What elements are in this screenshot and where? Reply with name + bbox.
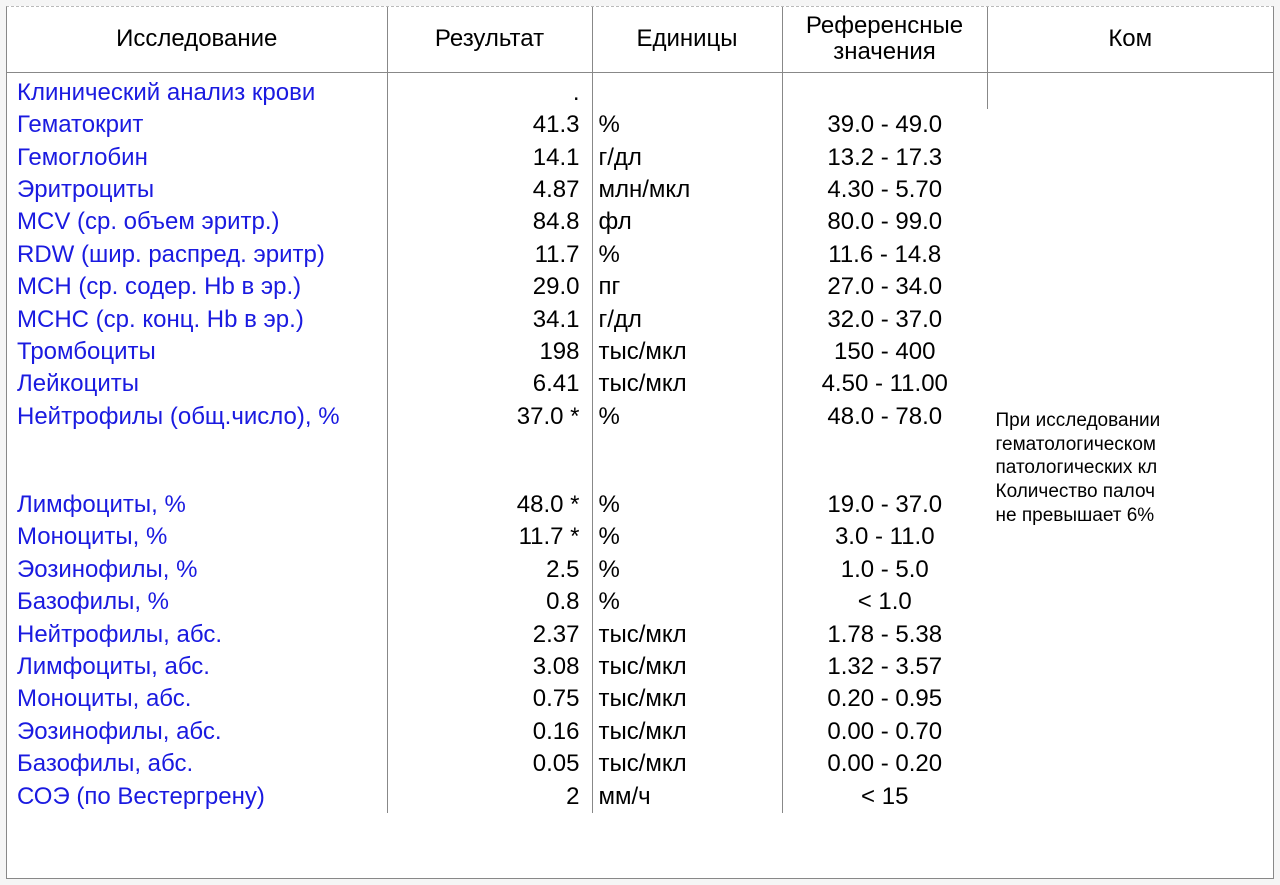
- test-name-cell: Моноциты, %: [7, 521, 387, 553]
- result-cell: 41.3: [387, 109, 592, 141]
- units-cell: мм/ч: [592, 781, 782, 813]
- reference-cell: 13.2 - 17.3: [782, 142, 987, 174]
- test-name-cell: Гематокрит: [7, 109, 387, 141]
- result-cell: 14.1: [387, 142, 592, 174]
- reference-cell: 150 - 400: [782, 336, 987, 368]
- result-cell: 198: [387, 336, 592, 368]
- result-cell: .: [387, 72, 592, 109]
- reference-cell: 19.0 - 37.0: [782, 489, 987, 521]
- table-header-row: Исследование Результат Единицы Референсн…: [7, 7, 1273, 72]
- test-name-cell: RDW (шир. распред. эритр): [7, 239, 387, 271]
- reference-cell: 0.00 - 0.20: [782, 748, 987, 780]
- units-cell: [592, 72, 782, 109]
- result-cell: 11.7 *: [387, 521, 592, 553]
- units-cell: г/дл: [592, 142, 782, 174]
- units-cell: фл: [592, 206, 782, 238]
- report-container: Исследование Результат Единицы Референсн…: [6, 6, 1274, 879]
- test-name-cell: МСНС (ср. конц. Hb в эр.): [7, 304, 387, 336]
- lab-results-table: Исследование Результат Единицы Референсн…: [7, 7, 1273, 813]
- header-result: Результат: [387, 7, 592, 72]
- result-cell: 37.0 *: [387, 401, 592, 433]
- units-cell: %: [592, 109, 782, 141]
- test-name-cell: MCH (ср. содер. Hb в эр.): [7, 271, 387, 303]
- test-name-cell: Нейтрофилы, абс.: [7, 619, 387, 651]
- comment-text: При исследовании гематологическом патоло…: [996, 77, 1264, 528]
- test-name-cell: Моноциты, абс.: [7, 683, 387, 715]
- reference-cell: [782, 72, 987, 109]
- reference-cell: 11.6 - 14.8: [782, 239, 987, 271]
- result-cell: 4.87: [387, 174, 592, 206]
- result-cell: 0.16: [387, 716, 592, 748]
- reference-cell: 4.50 - 11.00: [782, 368, 987, 400]
- reference-cell: 39.0 - 49.0: [782, 109, 987, 141]
- test-name-cell: Эозинофилы, абс.: [7, 716, 387, 748]
- table-body: Клинический анализ крови. При исследовани…: [7, 72, 1273, 813]
- test-name-cell: Клинический анализ крови: [7, 72, 387, 109]
- header-test: Исследование: [7, 7, 387, 72]
- result-cell: 34.1: [387, 304, 592, 336]
- header-reference: Референсные значения: [782, 7, 987, 72]
- result-cell: 48.0 *: [387, 489, 592, 521]
- units-cell: %: [592, 401, 782, 433]
- reference-cell: 32.0 - 37.0: [782, 304, 987, 336]
- result-cell: 29.0: [387, 271, 592, 303]
- units-cell: %: [592, 554, 782, 586]
- reference-cell: 27.0 - 34.0: [782, 271, 987, 303]
- units-cell: %: [592, 239, 782, 271]
- result-cell: 3.08: [387, 651, 592, 683]
- result-cell: 11.7: [387, 239, 592, 271]
- test-name-cell: СОЭ (по Вестергрену): [7, 781, 387, 813]
- units-cell: пг: [592, 271, 782, 303]
- units-cell: тыс/мкл: [592, 748, 782, 780]
- units-cell: млн/мкл: [592, 174, 782, 206]
- table-row: Клинический анализ крови.При исследовани…: [7, 72, 1273, 109]
- units-cell: тыс/мкл: [592, 651, 782, 683]
- result-cell: 0.75: [387, 683, 592, 715]
- test-name-cell: Эозинофилы, %: [7, 554, 387, 586]
- reference-cell: < 1.0: [782, 586, 987, 618]
- units-cell: тыс/мкл: [592, 683, 782, 715]
- test-name-cell: MCV (ср. объем эритр.): [7, 206, 387, 238]
- reference-cell: 1.0 - 5.0: [782, 554, 987, 586]
- test-name-cell: Базофилы, абс.: [7, 748, 387, 780]
- reference-cell: 0.20 - 0.95: [782, 683, 987, 715]
- result-cell: 2.37: [387, 619, 592, 651]
- reference-cell: < 15: [782, 781, 987, 813]
- units-cell: тыс/мкл: [592, 619, 782, 651]
- comment-cell: При исследовании гематологическом патоло…: [987, 72, 1273, 813]
- reference-cell: 4.30 - 5.70: [782, 174, 987, 206]
- reference-cell: 0.00 - 0.70: [782, 716, 987, 748]
- reference-cell: 1.32 - 3.57: [782, 651, 987, 683]
- test-name-cell: Лимфоциты, %: [7, 489, 387, 521]
- reference-cell: 3.0 - 11.0: [782, 521, 987, 553]
- units-cell: %: [592, 521, 782, 553]
- units-cell: %: [592, 489, 782, 521]
- test-name-cell: Лимфоциты, абс.: [7, 651, 387, 683]
- units-cell: тыс/мкл: [592, 336, 782, 368]
- reference-cell: 80.0 - 99.0: [782, 206, 987, 238]
- units-cell: %: [592, 586, 782, 618]
- test-name-cell: Эритроциты: [7, 174, 387, 206]
- result-cell: 0.8: [387, 586, 592, 618]
- reference-cell: 1.78 - 5.38: [782, 619, 987, 651]
- test-name-cell: Тромбоциты: [7, 336, 387, 368]
- header-comment: Ком: [987, 7, 1273, 72]
- units-cell: тыс/мкл: [592, 716, 782, 748]
- test-name-cell: Нейтрофилы (общ.число), %: [7, 401, 387, 433]
- result-cell: 2: [387, 781, 592, 813]
- result-cell: 2.5: [387, 554, 592, 586]
- test-name-cell: Лейкоциты: [7, 368, 387, 400]
- result-cell: 84.8: [387, 206, 592, 238]
- units-cell: тыс/мкл: [592, 368, 782, 400]
- result-cell: 6.41: [387, 368, 592, 400]
- reference-cell: 48.0 - 78.0: [782, 401, 987, 433]
- header-units: Единицы: [592, 7, 782, 72]
- test-name-cell: Базофилы, %: [7, 586, 387, 618]
- result-cell: 0.05: [387, 748, 592, 780]
- test-name-cell: Гемоглобин: [7, 142, 387, 174]
- units-cell: г/дл: [592, 304, 782, 336]
